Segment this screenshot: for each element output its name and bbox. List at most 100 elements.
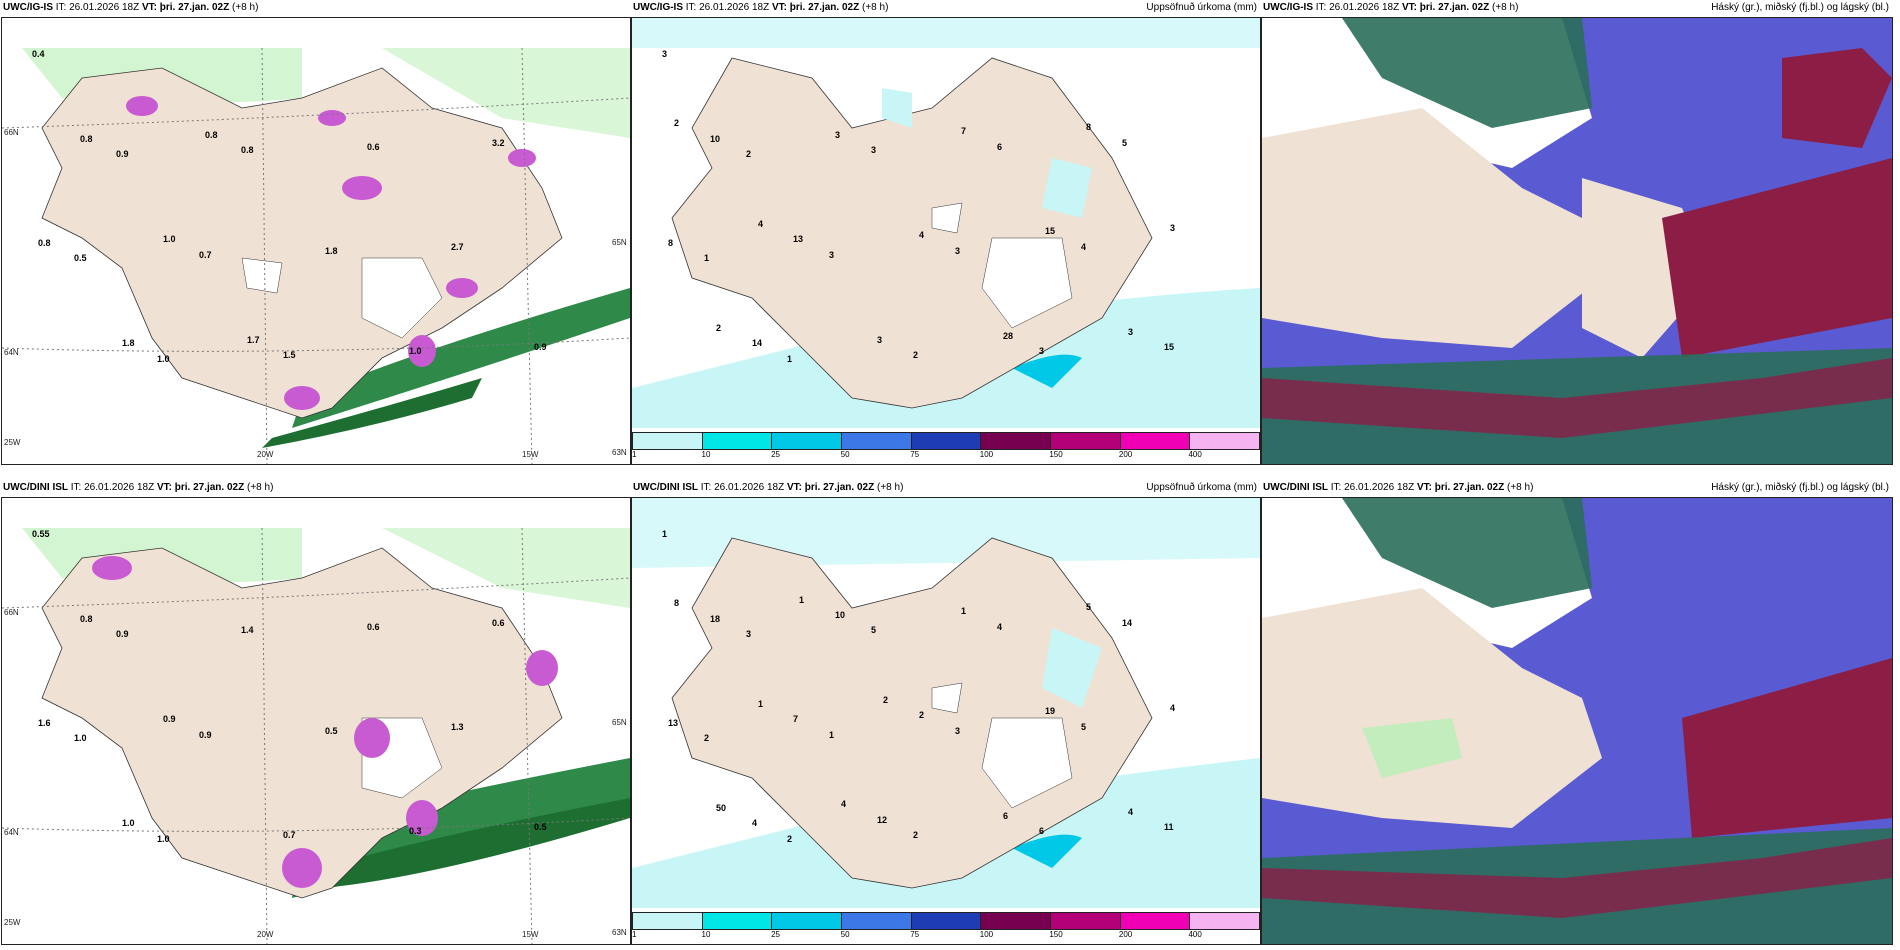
value-label: 0.8: [80, 614, 93, 624]
value-label: 7: [961, 126, 967, 136]
value-label: 1.4: [241, 625, 254, 635]
colorbar-swatch: [633, 433, 703, 449]
model-name: UWC/IG-IS: [633, 2, 683, 13]
valid-time: VT: þri. 27.jan. 02Z: [156, 482, 245, 493]
panel-header: UWC/DINI ISL IT: 26.01.2026 18Z VT: þri.…: [631, 480, 1259, 496]
cloud-cover-map: [1262, 498, 1892, 944]
latitude-label: 66N: [4, 608, 19, 617]
value-label: 5: [1086, 602, 1092, 612]
value-label: 10: [710, 134, 721, 144]
value-label: 1.0: [157, 354, 170, 364]
value-label: 14: [752, 338, 763, 348]
panel-header-left: UWC/DINI ISL IT: 26.01.2026 18Z VT: þri.…: [3, 482, 273, 493]
precipitation-map: [632, 498, 1260, 908]
latitude-label: 65N: [612, 718, 627, 727]
value-label: 0.6: [492, 618, 505, 628]
value-label: 2: [919, 710, 925, 720]
map-panel-bottom-middle: 1 10 25 50 75 100 150 200 400 1 2 3 2 1 5 2 3 4 6 5 14 11 13 1…: [631, 497, 1261, 945]
value-label: 4: [758, 219, 764, 229]
panel-header: UWC/DINI ISL IT: 26.01.2026 18Z VT: þri.…: [1261, 480, 1891, 496]
value-label: 4: [752, 818, 758, 828]
valid-time: VT: þri. 27.jan. 02Z: [1416, 482, 1505, 493]
value-label: 1.0: [157, 834, 170, 844]
value-label: 19: [1045, 706, 1056, 716]
value-label: 1: [758, 699, 764, 709]
value-label: 7: [793, 714, 799, 724]
value-label: 12: [877, 815, 888, 825]
value-label: 2: [704, 733, 710, 743]
value-label: 3: [662, 49, 668, 59]
colorbar-tick: 10: [701, 930, 711, 939]
longitude-label: 15W: [522, 930, 539, 939]
latitude-label: 63N: [612, 448, 627, 457]
panel-header: UWC/IG-IS IT: 26.01.2026 18Z VT: þri. 27…: [1, 0, 629, 16]
panel-title: Háský (gr.), miðský (fj.bl.) og lágský (…: [1711, 482, 1889, 493]
value-label: 6: [1039, 826, 1045, 836]
colorbar-swatch: [981, 433, 1052, 449]
colorbar-tick: 200: [1118, 450, 1133, 459]
lead-time: (+8 h): [859, 2, 889, 13]
value-label: 13: [793, 234, 804, 244]
precipitation-map: [632, 18, 1260, 428]
colorbar-swatch: [1120, 913, 1191, 929]
init-time: IT: 26.01.2026 18Z: [68, 482, 157, 493]
value-label: 4: [841, 799, 847, 809]
value-label: 0.8: [205, 130, 218, 140]
value-label: 0.7: [199, 250, 212, 260]
lead-time: (+8 h): [1489, 2, 1519, 13]
value-label: 0.5: [325, 726, 338, 736]
value-label: 1: [787, 354, 793, 364]
valid-time: VT: þri. 27.jan. 02Z: [786, 482, 875, 493]
value-label: 0.6: [367, 142, 380, 152]
colorbar-tick: 1: [632, 450, 637, 459]
panel-header-left: UWC/DINI ISL IT: 26.01.2026 18Z VT: þri.…: [1263, 482, 1533, 493]
value-label: 8: [668, 238, 674, 248]
colorbar-tick: 50: [840, 450, 850, 459]
value-label: 1.0: [163, 234, 176, 244]
lead-time: (+8 h): [229, 2, 259, 13]
panel-header: UWC/IG-IS IT: 26.01.2026 18Z VT: þri. 27…: [631, 0, 1259, 16]
value-label: 1.0: [74, 733, 87, 743]
value-label: 1.5: [283, 350, 296, 360]
precip-colorbar-ticks: 1 10 25 50 75 100 150 200 400: [632, 930, 1258, 940]
value-label: 0.9: [116, 149, 129, 159]
colorbar-tick: 10: [701, 450, 711, 459]
colorbar-swatch: [633, 913, 703, 929]
model-name: UWC/IG-IS: [3, 2, 53, 13]
latitude-label: 64N: [4, 348, 19, 357]
value-label: 0.9: [534, 342, 547, 352]
value-label: 4: [919, 230, 925, 240]
value-label: 2: [913, 830, 919, 840]
value-label: 0.3: [409, 826, 422, 836]
value-label: 14: [1122, 618, 1133, 628]
value-label: 0.8: [241, 145, 254, 155]
panel-title: Uppsöfnuð úrkoma (mm): [1146, 482, 1257, 493]
value-label: 1.8: [122, 338, 135, 348]
panel-title: Uppsöfnuð úrkoma (mm): [1146, 2, 1257, 13]
value-label: 0.55: [32, 529, 50, 539]
lead-time: (+8 h): [244, 482, 274, 493]
value-label: 3: [746, 629, 752, 639]
value-label: 3: [835, 130, 841, 140]
colorbar-tick: 100: [979, 930, 994, 939]
colorbar-tick: 1: [632, 930, 637, 939]
panel-header-left: UWC/IG-IS IT: 26.01.2026 18Z VT: þri. 27…: [633, 2, 888, 13]
init-time: IT: 26.01.2026 18Z: [53, 2, 142, 13]
value-label: 2: [913, 350, 919, 360]
value-label: 6: [1003, 811, 1009, 821]
panel-title: Háský (gr.), miðský (fj.bl.) og lágský (…: [1711, 2, 1889, 13]
value-label: 3: [829, 250, 835, 260]
value-label: 3: [877, 335, 883, 345]
cloud-cover-map: [1262, 18, 1892, 464]
value-label: 0.5: [74, 253, 87, 263]
value-label: 6: [997, 142, 1003, 152]
colorbar-swatch: [911, 913, 982, 929]
longitude-label: 20W: [257, 930, 274, 939]
value-label: 1: [799, 595, 805, 605]
panel-header: UWC/DINI ISL IT: 26.01.2026 18Z VT: þri.…: [1, 480, 629, 496]
value-label: 8: [674, 598, 680, 608]
map-panel-bottom-left: 0.55 1.0 0.9 1.0 0.9 1.4 0.7 0.5 0.6 0.3 1.3 0.6 0.5…: [1, 497, 631, 945]
latitude-label: 65N: [612, 238, 627, 247]
value-label: 3: [955, 246, 961, 256]
colorbar-tick: 25: [771, 930, 781, 939]
